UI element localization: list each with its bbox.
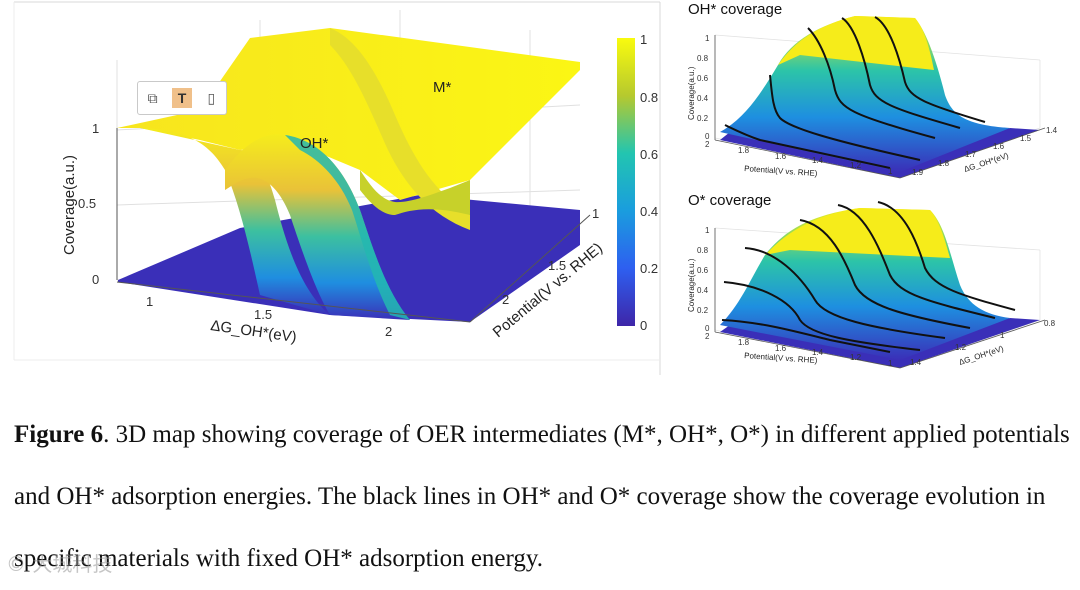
- o-x-label: Potential(V vs. RHE): [744, 351, 818, 365]
- main-y-axis: [469, 214, 591, 323]
- o-floor: [720, 318, 1040, 368]
- oh-z-tick-0: 0: [705, 132, 710, 141]
- main-oh-shade: [285, 135, 410, 320]
- document-icon[interactable]: ▯: [207, 89, 216, 106]
- oh-x-label: Potential(V vs. RHE): [744, 164, 818, 178]
- oh-z-label: Coverage(a.u.): [687, 66, 696, 120]
- oh-z-tick-5: 1: [705, 34, 710, 43]
- o-plot-title: O* coverage: [688, 192, 771, 209]
- o-y-tick-3: 0.8: [1044, 319, 1056, 328]
- main-y-tick-0: 1: [592, 206, 599, 221]
- o-x-tick-3: 1.4: [812, 348, 824, 357]
- text-tool-icon[interactable]: T: [171, 88, 192, 108]
- o-z-tick-1: 0.2: [697, 306, 709, 315]
- oh-y-tick-4: 1.5: [1020, 134, 1032, 143]
- oh-x-tick-3: 1.4: [812, 156, 824, 165]
- o-y-tick-1: 1.2: [955, 343, 967, 352]
- o-y-tick-2: 1: [1000, 331, 1005, 340]
- oh-y-tick-2: 1.7: [965, 150, 977, 159]
- oh-y-tick-0: 1.9: [912, 168, 924, 177]
- o-z-tick-3: 0.6: [697, 266, 709, 275]
- main-slope-left: [140, 128, 330, 315]
- oh-z-tick-4: 0.8: [697, 54, 709, 63]
- o-y-tick-0: 1.4: [910, 358, 922, 367]
- oh-z-tick-3: 0.6: [697, 74, 709, 83]
- main-slope-right: [330, 28, 470, 230]
- o-z-tick-4: 0.8: [697, 246, 709, 255]
- colorbar-tick-3: 0.6: [640, 147, 658, 162]
- colorbar-tick-5: 1: [640, 32, 647, 47]
- watermark: © 大城科技: [6, 552, 113, 576]
- colorbar: [617, 38, 635, 326]
- main-x-tick-0: 1: [146, 294, 153, 309]
- o-black-lines: [721, 201, 1016, 353]
- oh-x-tick-0: 2: [705, 140, 710, 149]
- main-y-tick-1: 1.5: [548, 258, 566, 273]
- main-y-tick-2: 2: [502, 292, 509, 307]
- oh-floor: [720, 128, 1040, 178]
- o-z-tick-0: 0: [705, 324, 710, 333]
- floating-toolbar: ⧉ T ▯: [137, 81, 227, 115]
- main-z-tick-0: 0: [92, 272, 99, 287]
- o-x-tick-5: 1: [888, 359, 893, 368]
- oh-plot: OH* coverage 0 0.2 0.4 0.6 0.8 1 2: [687, 1, 1058, 179]
- colorbar-tick-2: 0.4: [640, 204, 658, 219]
- oh-y-tick-5: 1.4: [1046, 126, 1058, 135]
- o-x-tick-1: 1.8: [738, 338, 750, 347]
- colorbar-tick-4: 0.8: [640, 90, 658, 105]
- main-fold: [360, 170, 470, 215]
- o-plot: O* coverage 0 0.2 0.4 0.6 0.8 1: [687, 192, 1056, 369]
- o-x-tick-4: 1.2: [850, 353, 862, 362]
- oh-black-lines: [724, 16, 986, 169]
- oh-x-tick-5: 1: [888, 167, 893, 176]
- oh-x-tick-1: 1.8: [738, 146, 750, 155]
- main-plot: 0 0.5 1 1 1.5 2 1 1.5 2 Coverage(a.u.) Δ…: [13, 1, 661, 375]
- o-axes: [714, 228, 1046, 369]
- oh-axes: [714, 35, 1046, 179]
- main-z-label: Coverage(a.u.): [61, 155, 78, 255]
- main-annotation-oh: OH*: [300, 135, 329, 152]
- colorbar-tick-0: 0: [640, 318, 647, 333]
- copy-icon[interactable]: ⧉: [147, 89, 158, 106]
- o-z-label: Coverage(a.u.): [687, 258, 696, 312]
- main-oh-hump: [225, 134, 410, 320]
- oh-x-tick-4: 1.2: [850, 161, 862, 170]
- o-z-tick-5: 1: [705, 226, 710, 235]
- main-z-tick-2: 1: [92, 121, 99, 136]
- caption-text: . 3D map showing coverage of OER interme…: [14, 421, 1070, 572]
- oh-y-tick-3: 1.6: [993, 142, 1005, 151]
- main-x-tick-1: 1.5: [254, 307, 272, 322]
- o-x-tick-0: 2: [705, 332, 710, 341]
- oh-z-tick-2: 0.4: [697, 94, 709, 103]
- main-z-tick-1: 0.5: [78, 196, 96, 211]
- main-annotation-m: M*: [433, 79, 451, 96]
- figure-label: Figure 6: [14, 421, 104, 448]
- main-plateau: [117, 28, 580, 200]
- oh-plateau: [778, 16, 934, 70]
- oh-plot-title: OH* coverage: [688, 1, 782, 18]
- oh-x-tick-2: 1.6: [775, 152, 787, 161]
- oh-z-tick-1: 0.2: [697, 114, 709, 123]
- figure-canvas: 0 0.5 1 1 1.5 2 1 1.5 2 Coverage(a.u.) Δ…: [13, 1, 1058, 375]
- oh-y-tick-1: 1.8: [938, 159, 950, 168]
- main-x-tick-2: 2: [385, 324, 392, 339]
- colorbar-tick-1: 0.2: [640, 261, 658, 276]
- figure-caption: Figure 6. 3D map showing coverage of OER…: [14, 404, 1074, 590]
- o-x-tick-2: 1.6: [775, 344, 787, 353]
- main-x-axis: [116, 281, 471, 323]
- o-z-tick-2: 0.4: [697, 286, 709, 295]
